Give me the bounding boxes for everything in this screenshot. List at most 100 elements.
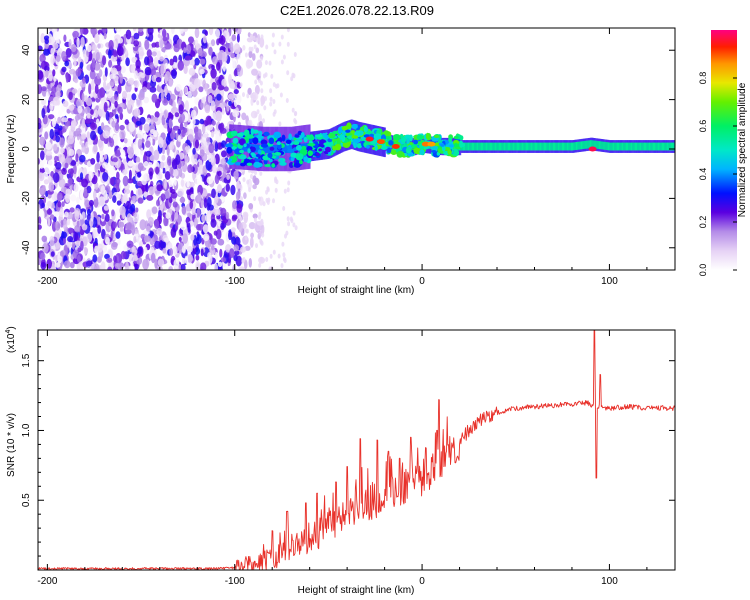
noise-cell — [79, 154, 86, 163]
noise-cell — [221, 150, 227, 158]
noise-cell — [84, 219, 89, 225]
noise-cell — [44, 164, 52, 175]
noise-cell — [38, 32, 41, 40]
spectrogram-y-tick-label: -40 — [21, 240, 32, 255]
noise-cell — [82, 28, 89, 35]
snr-ticks: -200 -100 0 100 0.5 1.0 1.5 — [21, 330, 675, 587]
noise-cell — [90, 158, 96, 165]
track-blob — [433, 135, 440, 138]
track-blob — [295, 153, 304, 161]
noise-cell — [228, 100, 232, 106]
noise-cell — [230, 227, 236, 233]
noise-cell — [233, 43, 241, 55]
noise-speckle — [259, 171, 263, 176]
noise-cell — [125, 261, 129, 270]
noise-cell — [40, 262, 47, 270]
noise-cell — [58, 125, 63, 131]
noise-cell — [45, 91, 49, 102]
noise-cell — [199, 262, 207, 270]
noise-cell — [70, 194, 77, 202]
noise-cell — [213, 230, 218, 236]
noise-speckle — [253, 196, 257, 202]
spectrogram-y-label: Frequency (Hz) — [6, 115, 17, 184]
colorbar-tick-label: 0.6 — [698, 120, 708, 133]
noise-cell — [160, 91, 165, 102]
noise-cell — [231, 34, 237, 42]
noise-speckle — [282, 252, 286, 258]
snr-x-tick-label: 0 — [419, 576, 425, 587]
noise-cell — [52, 69, 56, 77]
noise-cell — [153, 149, 160, 161]
noise-cell — [228, 74, 232, 85]
noise-speckle — [254, 79, 258, 85]
track-blob — [240, 162, 246, 167]
noise-cell — [90, 211, 94, 222]
noise-cell — [204, 104, 211, 114]
noise-cell — [61, 117, 68, 123]
spectrogram-y-tick-label: 40 — [21, 44, 32, 56]
noise-cell — [214, 141, 218, 151]
noise-cell — [125, 83, 132, 93]
noise-cell — [117, 58, 121, 67]
noise-cell — [161, 154, 166, 161]
noise-cell — [47, 217, 51, 227]
noise-cell — [204, 83, 208, 92]
noise-cell — [125, 57, 130, 67]
noise-cell — [248, 50, 253, 59]
noise-cell — [252, 53, 256, 61]
noise-cell — [47, 200, 52, 207]
noise-cell — [75, 68, 82, 77]
noise-cell — [74, 225, 81, 233]
noise-cell — [72, 30, 79, 38]
noise-cell — [179, 113, 186, 122]
noise-cell — [57, 201, 62, 208]
noise-cell — [106, 257, 113, 263]
snr-spike — [305, 502, 307, 504]
noise-cell — [67, 168, 74, 175]
noise-cell — [114, 94, 118, 101]
noise-cell — [146, 49, 152, 58]
noise-cell — [195, 254, 200, 261]
noise-cell — [210, 218, 217, 228]
noise-cell — [133, 80, 140, 89]
track-blob — [293, 162, 301, 168]
noise-cell — [76, 37, 80, 48]
noise-cell — [173, 258, 180, 269]
snr-spike — [271, 530, 273, 532]
noise-cell — [67, 177, 73, 186]
noise-cell — [144, 246, 148, 254]
noise-cell — [187, 212, 192, 218]
noise-cell — [143, 173, 151, 182]
noise-cell — [138, 28, 143, 33]
noise-cell — [114, 122, 120, 132]
noise-cell — [199, 58, 206, 65]
noise-cell — [73, 58, 77, 67]
noise-cell — [164, 85, 168, 96]
noise-cell — [103, 80, 107, 90]
noise-cell — [164, 42, 172, 50]
track-blob — [295, 144, 302, 151]
noise-cell — [206, 137, 211, 143]
noise-cell — [175, 207, 179, 213]
track-blob — [332, 130, 339, 135]
noise-cell — [137, 138, 142, 150]
track-blob — [226, 146, 233, 154]
noise-cell — [155, 166, 160, 175]
noise-cell — [157, 258, 165, 267]
noise-cell — [184, 154, 189, 164]
colorbar-label: Normalized spectral amplitude — [737, 82, 748, 217]
noise-cell — [137, 180, 143, 187]
track-blob — [306, 134, 310, 139]
noise-speckle — [272, 249, 276, 255]
track-blob — [386, 147, 392, 154]
noise-cell — [89, 122, 97, 130]
noise-speckle — [265, 257, 269, 262]
noise-speckle — [250, 174, 253, 179]
noise-cell — [85, 141, 89, 149]
noise-cell — [67, 135, 75, 145]
noise-cell — [98, 33, 103, 44]
noise-cell — [195, 234, 202, 245]
noise-cell — [181, 130, 186, 138]
noise-speckle — [291, 107, 295, 113]
noise-cell — [165, 49, 172, 55]
